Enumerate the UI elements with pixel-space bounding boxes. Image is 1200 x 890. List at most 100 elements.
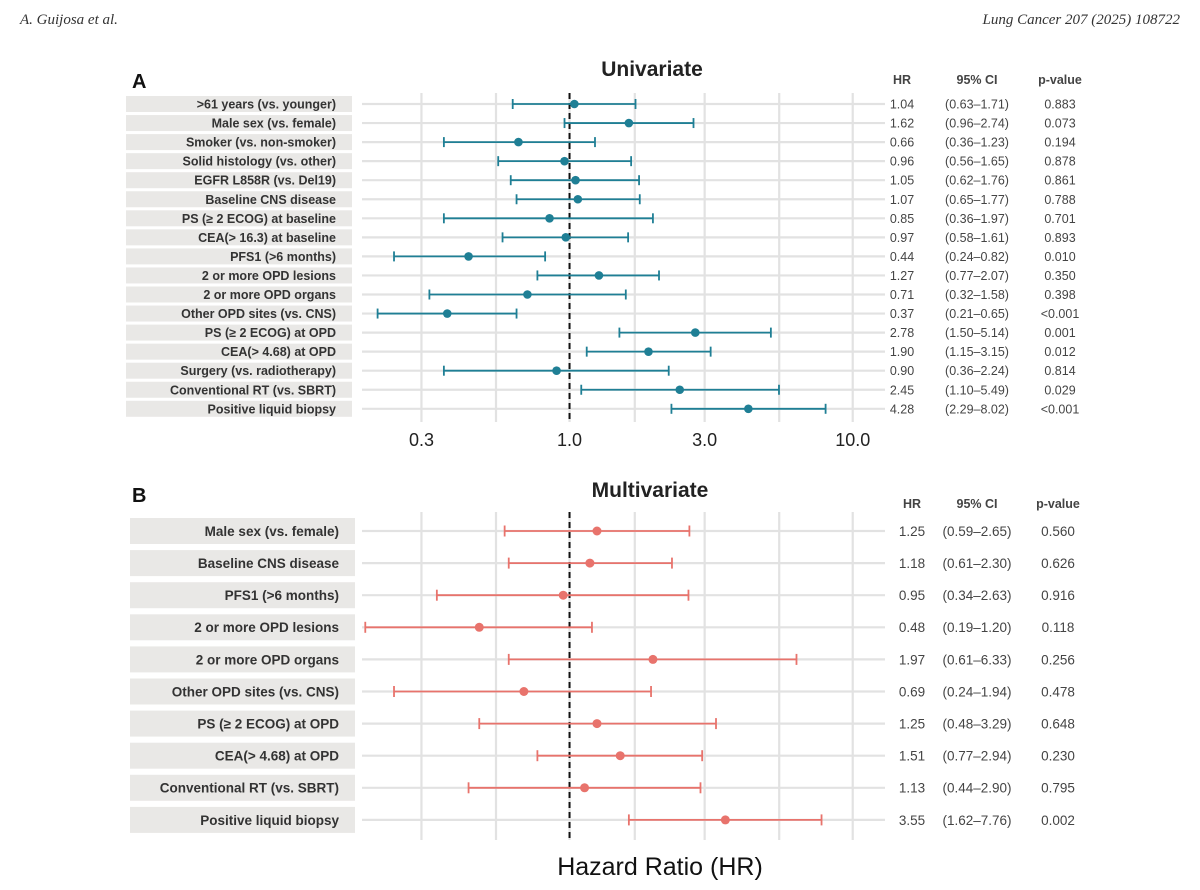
panel-b-letter: B (132, 485, 146, 507)
panel-b-ci-value: (0.24–1.94) (942, 684, 1011, 699)
panel-b-row-label: PFS1 (>6 months) (225, 588, 339, 603)
panel-a-row-label-box (126, 400, 352, 417)
panel-a-row-label-box (126, 324, 352, 341)
panel-b-hr-point (580, 783, 590, 793)
panel-a-hr-point (523, 290, 532, 299)
panel-b-title: Multivariate (592, 479, 709, 502)
panel-a-hr-point (570, 99, 579, 109)
panel-a-row-label: >61 years (vs. younger) (197, 98, 336, 112)
panel-a-row-label-box (126, 229, 352, 246)
panel-a-row-label-box (126, 172, 352, 189)
panel-b-row-label-box (130, 646, 355, 673)
panel-a-hr-point (690, 328, 700, 337)
panel-a-p-value: 0.350 (1044, 269, 1075, 283)
panel-b-x-axis-label: Hazard Ratio (HR) (557, 853, 763, 881)
panel-a-row-label-box (126, 153, 352, 170)
panel-a-row-label-box (126, 96, 352, 112)
panel-a-hr-point (744, 404, 753, 414)
panel-b-p-value: 0.002 (1041, 813, 1075, 828)
panel-b-hr-point (519, 687, 529, 696)
panel-b-header-ci: 95% CI (957, 497, 998, 511)
panel-a-hr-value: 1.07 (890, 193, 914, 207)
panel-b-row-label-box (130, 710, 355, 737)
panel-a-hr-point (644, 347, 653, 356)
panel-a-hr-value: 1.04 (890, 98, 914, 112)
panel-b-hr-value: 1.25 (899, 716, 925, 731)
panel-a-hr-value: 0.37 (890, 307, 914, 321)
panel-b-ci-value: (0.61–2.30) (942, 556, 1011, 571)
panel-a-p-value: <0.001 (1041, 402, 1080, 416)
panel-b-row-label-box (130, 518, 355, 544)
panel-b-row-label: Baseline CNS disease (198, 556, 340, 571)
panel-a-hr-value: 0.96 (890, 155, 914, 169)
panel-a-row-label: Male sex (vs. female) (212, 117, 336, 131)
panel-a-p-value: 0.073 (1044, 117, 1075, 131)
panel-a-row-label: Smoker (vs. non-smoker) (186, 136, 336, 150)
panel-a-hr-value: 1.90 (890, 345, 914, 359)
panel-a-ci-value: (1.50–5.14) (945, 326, 1009, 340)
panel-a-p-value: 0.001 (1044, 326, 1075, 340)
panel-a-ci-value: (0.24–0.82) (945, 250, 1009, 264)
panel-b-p-value: 0.795 (1041, 781, 1075, 796)
panel-a-row-label: Conventional RT (vs. SBRT) (170, 383, 336, 397)
panel-b-header-hr: HR (903, 497, 921, 511)
panel-a-ci-value: (0.58–1.61) (945, 231, 1009, 245)
panel-b-hr-point (474, 622, 484, 632)
panel-a-row-label-box (126, 362, 352, 379)
panel-a-row-label-box (126, 305, 352, 322)
panel-a-hr-value: 2.78 (890, 326, 914, 340)
panel-b-row-label: Positive liquid biopsy (200, 813, 339, 828)
panel-b-hr-point (592, 719, 602, 729)
panel-a-hr-value: 2.45 (890, 383, 914, 397)
panel-a-row-label-box (126, 248, 352, 265)
panel-b-row-label-box (130, 678, 355, 705)
panel-a-p-value: 0.398 (1044, 288, 1075, 302)
panel-a-p-value: 0.788 (1044, 193, 1075, 207)
panel-b-p-value: 0.118 (1042, 620, 1075, 635)
panel-a-p-value: 0.029 (1044, 383, 1075, 397)
panel-b-row-label: 2 or more OPD organs (196, 652, 339, 667)
panel-a-row-label: Positive liquid biopsy (208, 402, 337, 416)
panel-a-hr-value: 1.62 (890, 117, 914, 131)
panel-a-letter: A (132, 71, 146, 93)
panel-a-title: Univariate (601, 58, 703, 81)
panel-b-ci-value: (0.59–2.65) (942, 524, 1011, 539)
panel-b-p-value: 0.560 (1041, 524, 1075, 539)
panel-a-hr-point (560, 156, 569, 166)
panel-b-header-p: p-value (1036, 497, 1080, 511)
panel-a-p-value: 0.010 (1044, 250, 1075, 264)
panel-b-row-label-box (130, 550, 355, 577)
panel-a-hr-point (552, 366, 561, 376)
panel-b-row-label-box (130, 742, 355, 769)
panel-a-row-label: PFS1 (>6 months) (230, 250, 336, 264)
panel-b-hr-point (648, 654, 658, 664)
panel-b-p-value: 0.626 (1041, 556, 1075, 571)
panel-a-row-label-box (126, 191, 352, 208)
panel-a-row-label: CEA(> 16.3) at baseline (198, 231, 336, 245)
panel-b-hr-value: 1.13 (899, 781, 925, 796)
panel-b-p-value: 0.256 (1041, 652, 1075, 667)
panel-b-ci-value: (0.34–2.63) (942, 588, 1011, 603)
panel-a-hr-value: 1.27 (890, 269, 914, 283)
panel-a-p-value: 0.883 (1044, 98, 1075, 112)
panel-a-hr-value: 0.66 (890, 136, 914, 150)
panel-b-hr-value: 1.51 (899, 749, 925, 764)
panel-a-hr-value: 1.05 (890, 174, 914, 188)
panel-b-p-value: 0.478 (1041, 684, 1075, 699)
panel-b-row-label-box (130, 806, 355, 833)
panel-b-hr-value: 0.69 (899, 684, 925, 699)
panel-b-row-label-box (130, 774, 355, 801)
panel-a-row-label: PS (≥ 2 ECOG) at OPD (205, 326, 336, 340)
panel-a-x-tick-label: 0.3 (409, 430, 434, 450)
panel-a-p-value: 0.878 (1044, 155, 1075, 169)
panel-a-hr-point (624, 118, 634, 128)
panel-b-ci-value: (0.48–3.29) (942, 716, 1011, 731)
panel-a-hr-point (545, 214, 554, 223)
panel-a-ci-value: (0.63–1.71) (945, 98, 1009, 112)
panel-a-header-p: p-value (1038, 73, 1082, 87)
panel-b-row-label-box (130, 614, 355, 641)
panel-a-ci-value: (0.21–0.65) (945, 307, 1009, 321)
panel-a-hr-value: 0.85 (890, 212, 914, 226)
panel-b-hr-value: 1.18 (899, 556, 925, 571)
